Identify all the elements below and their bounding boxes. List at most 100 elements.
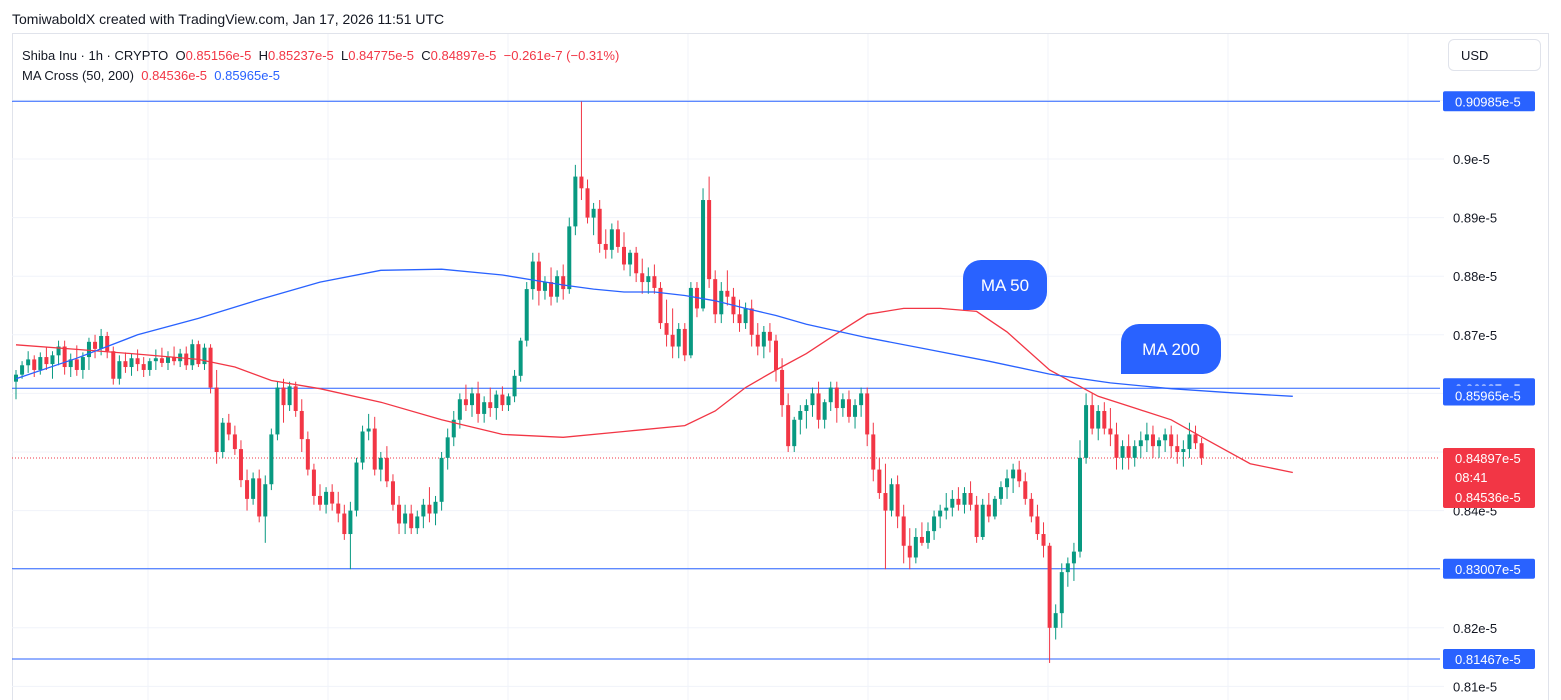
candle-body (427, 504, 432, 514)
candle-body (354, 462, 359, 511)
y-tick-label: 0.82e-5 (1453, 621, 1497, 636)
candle-body (1011, 469, 1016, 479)
candle-body (810, 393, 815, 406)
candle-body (1017, 469, 1022, 482)
candle-body (542, 282, 547, 291)
candle-body (1047, 545, 1052, 628)
candle-body (798, 410, 803, 420)
candle-body (403, 513, 408, 524)
candle-body (147, 361, 152, 370)
candle-body (1084, 405, 1089, 458)
candle-body (476, 393, 481, 414)
candle-body (561, 276, 566, 290)
candle-body (597, 208, 602, 244)
candle-body (318, 495, 322, 505)
candle-body (153, 358, 158, 362)
candle-body (336, 503, 341, 514)
candle-body (269, 434, 274, 485)
candle-body (275, 387, 280, 435)
ma-indicator-label[interactable]: MA Cross (50, 200) (22, 68, 134, 83)
close-label: C (421, 48, 431, 63)
candle-body (494, 394, 499, 409)
candle-body (555, 276, 560, 297)
candle-body (1078, 457, 1082, 552)
candle-body (524, 289, 529, 341)
candle-body (725, 290, 730, 297)
candle-body (1187, 434, 1192, 450)
candle-body (1157, 440, 1162, 447)
candle-body (1005, 478, 1010, 488)
ma-50-callout: MA 50 (963, 260, 1047, 310)
candle-body (828, 387, 833, 403)
candle-body (238, 449, 243, 481)
candle-body (664, 323, 669, 335)
candle-body (549, 282, 554, 297)
attribution-text: TomiwaboldX created with TradingView.com… (12, 11, 445, 27)
candle-body (603, 243, 608, 250)
candle-body (202, 347, 207, 365)
currency-button[interactable]: USD (1448, 39, 1541, 71)
candle-body (1126, 446, 1131, 458)
candle-body (245, 480, 250, 499)
candle-body (974, 504, 979, 537)
candle-body (883, 493, 888, 511)
candle-body (1023, 481, 1028, 499)
change-value: −0.261e-7 (−0.31%) (503, 48, 620, 63)
candle-body (865, 393, 870, 435)
candle-body (919, 536, 924, 543)
level-price-tag-label: 0.90985e-5 (1455, 94, 1521, 109)
candle-body (311, 469, 316, 496)
candle-body (1181, 449, 1186, 452)
candle-body (1071, 551, 1076, 564)
candle-body (895, 484, 900, 517)
candle-body (774, 340, 778, 370)
candle-body (372, 428, 377, 470)
candle-body (214, 387, 219, 452)
candle-body (780, 369, 785, 406)
candle-body (281, 387, 286, 406)
candle-body (901, 516, 906, 546)
candle-body (68, 359, 73, 368)
candle-body (232, 434, 237, 450)
y-tick-label: 0.89e-5 (1453, 211, 1497, 226)
symbol-label[interactable]: Shiba Inu · 1h · CRYPTO (22, 48, 169, 63)
candle-body (117, 361, 122, 379)
candle-body (463, 399, 468, 406)
candle-body (950, 498, 955, 508)
candle-body (366, 428, 371, 432)
candle-body (172, 357, 177, 362)
candle-body (512, 375, 517, 397)
y-tick-label: 0.87e-5 (1453, 328, 1497, 343)
candle-body (804, 405, 809, 411)
candle-body (688, 287, 693, 356)
ma-200-callout: MA 200 (1121, 324, 1221, 374)
candle-body (220, 422, 225, 452)
y-tick-label: 0.9e-5 (1453, 152, 1490, 167)
candle-body (20, 365, 25, 375)
ma-200-callout-label: MA 200 (1142, 340, 1200, 359)
level-price-tag-bg (1443, 91, 1535, 112)
level-price-tag-bg (1443, 649, 1535, 670)
low-label: L (340, 48, 349, 63)
candle-body (622, 246, 626, 265)
candle-body (682, 328, 687, 356)
candle-body (263, 484, 268, 517)
candle-body (749, 308, 754, 335)
candle-body (938, 510, 943, 517)
y-tick-label: 0.81e-5 (1453, 679, 1497, 694)
candle-body (962, 493, 967, 505)
ma50-price-tag-label: 0.84536e-5 (1455, 490, 1521, 505)
candle-layer (14, 101, 1204, 663)
candle-body (488, 402, 493, 409)
candle-body (451, 419, 456, 438)
candle-body (324, 491, 329, 505)
chart-frame[interactable] (12, 33, 1549, 700)
candle-body (50, 355, 55, 365)
candle-body (1065, 563, 1070, 573)
candle-body (86, 341, 91, 358)
candle-body (615, 229, 620, 247)
ma50-value: 0.84536e-5 (141, 68, 208, 83)
chart-legend: Shiba Inu · 1h · CRYPTO O0.85156e-5 H0.8… (22, 46, 619, 86)
candle-body (123, 361, 128, 368)
